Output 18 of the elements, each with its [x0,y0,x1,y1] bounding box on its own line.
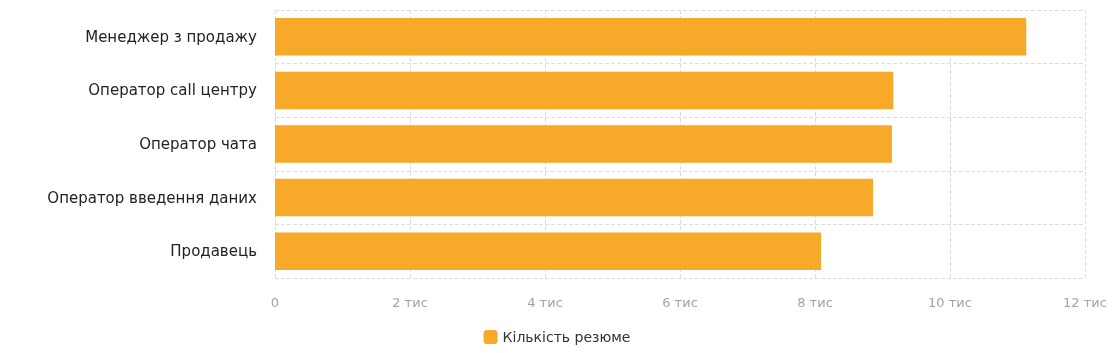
x-tick-label: 12 тис [1063,295,1107,310]
bar [275,18,1027,56]
x-tick-label: 4 тис [527,295,563,310]
x-tick-label: 6 тис [662,295,698,310]
legend-label: Кількість резюме [502,329,631,345]
y-tick-label: Оператор call центру [88,81,258,100]
y-tick-label: Менеджер з продажу [85,27,258,46]
bar [275,232,822,270]
bar [275,178,874,217]
bar [275,71,894,110]
bar [275,125,892,163]
x-tick-label: 10 тис [928,295,972,310]
y-tick-label: Оператор введення даних [47,188,258,207]
x-tick-label: 8 тис [797,295,833,310]
x-tick-label: 0 [270,295,280,310]
y-tick-label: Оператор чата [139,135,257,153]
x-tick-label: 2 тис [392,295,428,310]
y-tick-label: Продавець [170,242,257,261]
